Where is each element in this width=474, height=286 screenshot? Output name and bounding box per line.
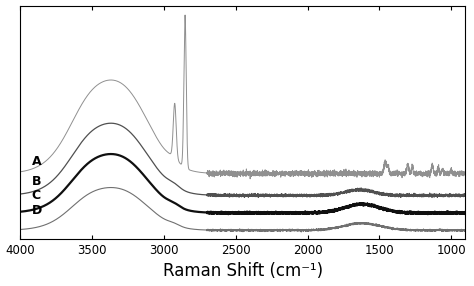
Text: C: C (32, 189, 41, 202)
Text: B: B (32, 175, 41, 188)
X-axis label: Raman Shift (cm⁻¹): Raman Shift (cm⁻¹) (163, 263, 323, 281)
Text: D: D (32, 204, 42, 217)
Text: A: A (32, 155, 42, 168)
